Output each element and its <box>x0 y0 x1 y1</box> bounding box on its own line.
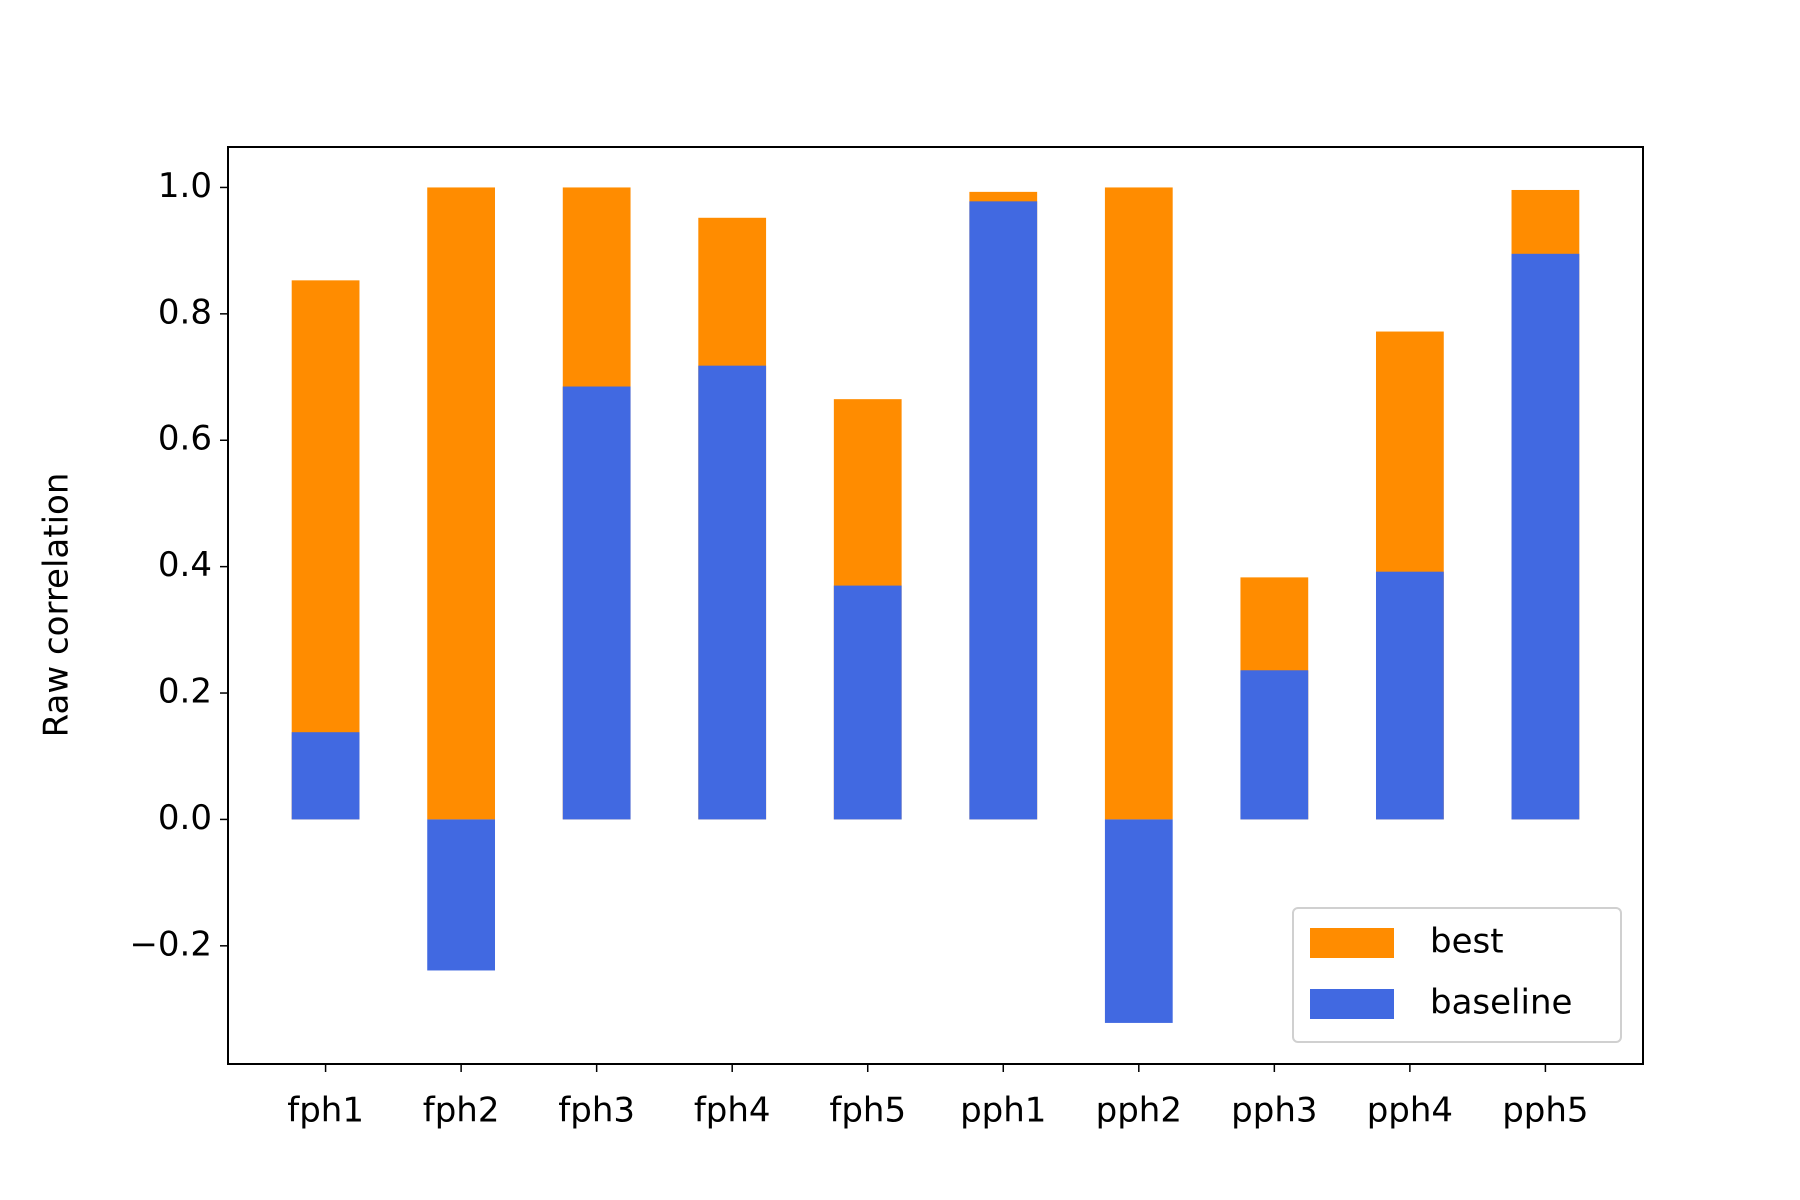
x-tick-label: fph1 <box>287 1091 364 1131</box>
bar <box>427 819 496 971</box>
y-tick-label: 1.0 <box>158 166 212 206</box>
y-tick-label: 0.0 <box>158 798 212 838</box>
bar <box>1104 819 1173 1023</box>
legend-label: best <box>1430 922 1504 962</box>
y-tick-label: 0.4 <box>158 545 212 585</box>
bar <box>427 187 496 820</box>
bar <box>291 280 360 820</box>
x-tick-label: pph3 <box>1231 1091 1317 1131</box>
plot-frame <box>227 146 1644 1065</box>
legend-label: baseline <box>1430 983 1572 1023</box>
x-tick-label: fph4 <box>694 1091 771 1131</box>
bar <box>562 386 631 820</box>
y-tick-label: 0.2 <box>158 672 212 712</box>
bar <box>1240 670 1309 820</box>
bar <box>969 201 1038 820</box>
legend-swatch <box>1310 989 1394 1019</box>
x-tick-label: fph5 <box>829 1091 906 1131</box>
y-axis-label: Raw correlation <box>37 473 77 738</box>
x-tick-label: pph5 <box>1502 1091 1588 1131</box>
bar <box>1104 187 1173 820</box>
bar <box>698 365 767 820</box>
bar <box>1375 571 1444 820</box>
bar <box>833 585 902 820</box>
x-tick-label: pph1 <box>960 1091 1046 1131</box>
legend-swatch <box>1310 928 1394 958</box>
y-tick-label: 0.6 <box>158 419 212 459</box>
x-tick-label: fph3 <box>558 1091 635 1131</box>
y-tick-label: 0.8 <box>158 292 212 332</box>
y-tick-label: −0.2 <box>129 924 212 964</box>
bar <box>1511 253 1580 820</box>
bar <box>291 732 360 820</box>
x-tick-label: pph4 <box>1367 1091 1453 1131</box>
x-tick-label: pph2 <box>1096 1091 1182 1131</box>
x-tick-label: fph2 <box>423 1091 500 1131</box>
